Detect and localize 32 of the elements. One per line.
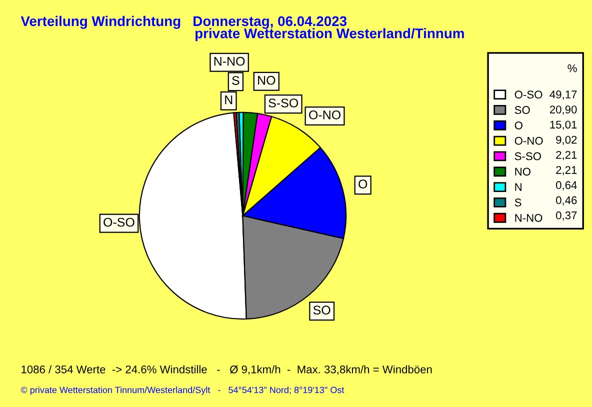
data-label: 0,64 [556,181,577,190]
slice-label: SO [313,306,330,315]
slice-label: N [225,95,232,104]
text: 1086 / 354 Werte -> 24.6% Windstille - Ø 9,1km/h - Max. 33,8km/h = Windböen [22,365,432,375]
data-label: 20,90 [550,106,577,115]
data-label: 2,21 [556,150,577,160]
legend-title: % [568,64,577,72]
slice-label: O [358,180,368,188]
chart-subtitle: private Wetterstation Westerland/Tinnum [196,28,464,42]
data-label: 9,02 [556,136,577,146]
slice-label: O-SO [104,218,134,227]
slice-label: S [232,76,240,85]
legend-label: S [514,198,522,206]
slice-label: S-SO [268,98,298,108]
legend-label: N-NO [515,214,542,222]
legend-label: NO [515,168,530,176]
data-label: 2,21 [556,166,577,176]
legend-label: O-NO [514,136,543,145]
chart-title: Verteilung Windrichtung Donnerstag, 06.04.2023 [20,16,347,29]
data-label: 0,37 [556,211,577,221]
category-label: N-NO [214,56,245,66]
text: © private Wetterstation Tinnum/Westerland/Sylt - 54°54'13" Nord; 8°19'13" Ost [20,386,344,395]
slice-label: O-NO [309,110,340,120]
data-label: 0,46 [556,196,577,206]
legend-label: O-SO [514,90,542,99]
data-label: 49,17 [550,90,577,100]
legend-label: N [515,183,522,191]
legend-label: O [514,121,522,130]
slice-label: NO [258,76,276,85]
legend-label: SO [514,106,530,114]
legend-label: S-SO [514,152,541,160]
data-label: 15,01 [550,120,577,130]
